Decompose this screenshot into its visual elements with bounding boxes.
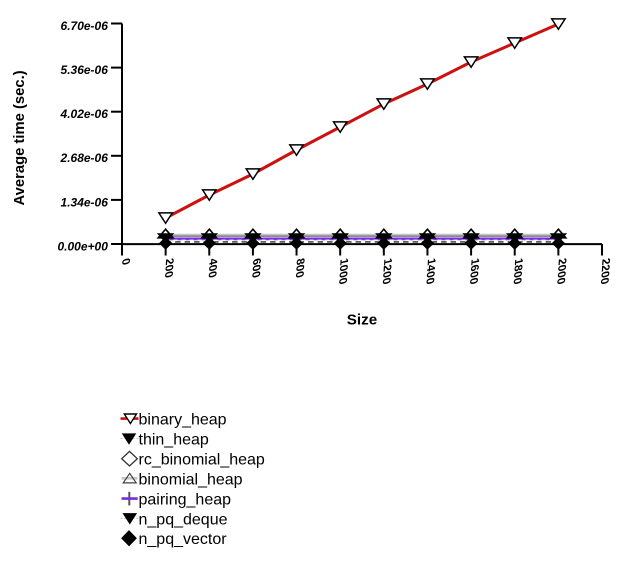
svg-text:rc_binomial_heap: rc_binomial_heap — [139, 452, 265, 469]
svg-text:4.02e-06: 4.02e-06 — [60, 107, 109, 121]
svg-text:1000: 1000 — [336, 257, 349, 286]
svg-text:800: 800 — [293, 257, 306, 279]
svg-text:2000: 2000 — [554, 257, 567, 286]
svg-text:0: 0 — [119, 257, 131, 266]
svg-text:Size: Size — [347, 312, 377, 329]
svg-text:n_pq_vector: n_pq_vector — [139, 531, 228, 548]
svg-text:pairing_heap: pairing_heap — [139, 492, 232, 509]
svg-text:6.70e-06: 6.70e-06 — [61, 19, 109, 33]
svg-text:Average time (sec.): Average time (sec.) — [12, 70, 28, 205]
svg-text:1.34e-06: 1.34e-06 — [61, 195, 109, 209]
svg-text:n_pq_deque: n_pq_deque — [139, 511, 228, 528]
svg-text:400: 400 — [206, 257, 219, 279]
svg-text:600: 600 — [249, 257, 262, 279]
svg-text:1400: 1400 — [423, 257, 436, 286]
svg-text:1600: 1600 — [467, 257, 480, 286]
svg-text:binomial_heap: binomial_heap — [139, 472, 243, 489]
svg-text:5.36e-06: 5.36e-06 — [61, 63, 109, 77]
svg-text:2.68e-06: 2.68e-06 — [60, 151, 109, 165]
svg-text:0.00e+00: 0.00e+00 — [58, 239, 109, 253]
svg-text:binary_heap: binary_heap — [139, 412, 227, 429]
svg-text:2200: 2200 — [598, 257, 611, 286]
svg-text:thin_heap: thin_heap — [139, 432, 209, 449]
svg-text:1200: 1200 — [380, 257, 393, 286]
svg-text:200: 200 — [162, 257, 175, 279]
svg-text:1800: 1800 — [511, 257, 524, 286]
